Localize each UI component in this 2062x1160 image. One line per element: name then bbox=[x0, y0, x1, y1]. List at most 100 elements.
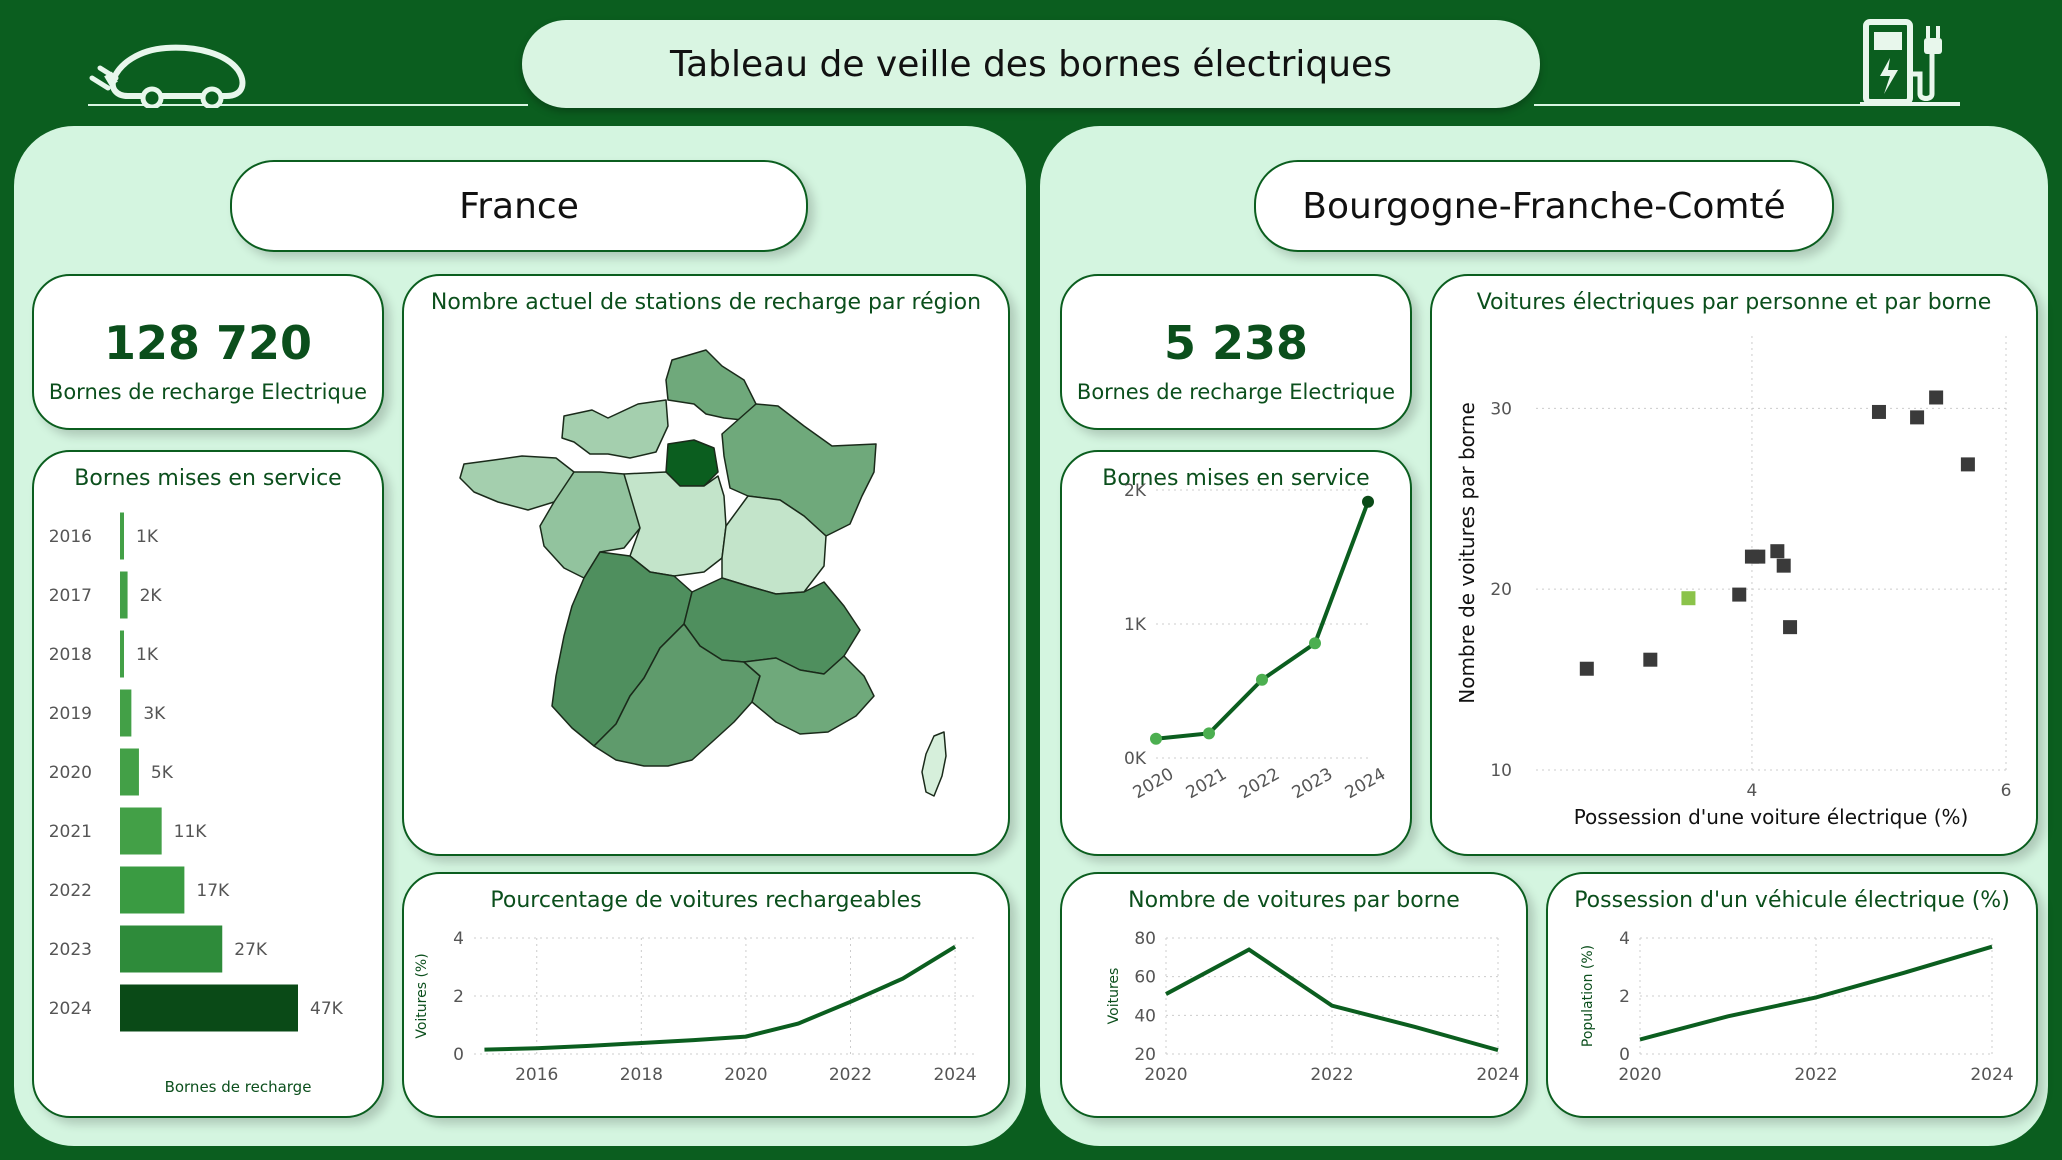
series-line bbox=[484, 944, 957, 1052]
bfc-region-title: Bourgogne-Franche-Comté bbox=[1254, 160, 1834, 252]
data-point bbox=[1309, 637, 1321, 650]
x-tick-label: 2022 bbox=[1236, 764, 1283, 803]
header-line-right bbox=[1534, 104, 1954, 106]
france-pct-card: Pourcentage de voitures rechargeables 0 2… bbox=[402, 872, 1010, 1118]
scatter-point bbox=[1929, 390, 1944, 405]
scatter-point bbox=[1751, 549, 1766, 564]
y-tick-label: 0 bbox=[1619, 1045, 1630, 1065]
bar-data-label: 47K bbox=[310, 999, 344, 1019]
map-region-centre-val-de-loire bbox=[623, 471, 727, 577]
bar bbox=[120, 748, 139, 796]
x-tick-label: 2020 bbox=[1618, 1065, 1661, 1085]
y-tick-label: 1K bbox=[1124, 615, 1147, 635]
scatter-point bbox=[1770, 544, 1785, 559]
bfc-kpi-value: 5 238 bbox=[1163, 316, 1309, 370]
x-tick-label: 2024 bbox=[1970, 1065, 2013, 1085]
x-tick-label: 2023 bbox=[1289, 764, 1336, 803]
y-tick-label: 30 bbox=[1490, 399, 1512, 419]
bar-data-label: 17K bbox=[196, 881, 230, 901]
electric-car-icon bbox=[89, 44, 246, 108]
bar-axis-label: Bornes de recharge bbox=[165, 1078, 312, 1096]
x-tick-label: 2024 bbox=[1342, 764, 1389, 803]
bar bbox=[120, 689, 132, 737]
y-tick-label: 10 bbox=[1490, 761, 1512, 781]
y-axis-label: Voitures bbox=[1106, 968, 1122, 1025]
x-tick-label: 2024 bbox=[933, 1065, 976, 1085]
bar-category-label: 2018 bbox=[49, 645, 92, 665]
france-choropleth-map bbox=[459, 349, 947, 797]
bar-data-label: 1K bbox=[136, 527, 159, 547]
scatter-point bbox=[1783, 620, 1798, 635]
y-tick-label: 4 bbox=[1619, 929, 1630, 949]
france-bornes-title: Bornes mises en service bbox=[74, 466, 342, 491]
data-point bbox=[1203, 727, 1215, 740]
y-tick-label: 0 bbox=[453, 1045, 464, 1065]
x-tick-label: 2022 bbox=[1794, 1065, 1837, 1085]
x-tick-label: 2020 bbox=[724, 1065, 767, 1085]
france-region-title: France bbox=[230, 160, 808, 252]
france-kpi-card: 128 720 Bornes de recharge Electrique bbox=[32, 274, 384, 430]
map-region-grand-est bbox=[721, 403, 877, 537]
bfc-cars-card: Nombre de voitures par borne 20 40 60 80 202… bbox=[1060, 872, 1528, 1118]
bar-data-label: 1K bbox=[136, 645, 159, 665]
scatter-point bbox=[1910, 410, 1925, 425]
y-tick-label: 2 bbox=[1619, 987, 1630, 1007]
scatter-point bbox=[1732, 587, 1747, 602]
map-region-corse bbox=[921, 731, 947, 797]
bar-category-label: 2017 bbox=[49, 586, 92, 606]
france-pct-line-chart: 0 2 4 2016 2018 2020 2022 2024 Voitures (%) bbox=[414, 929, 977, 1085]
bfc-cars-line-chart: 20 40 60 80 2020 2022 2024 Voitures bbox=[1106, 929, 1520, 1085]
y-tick-label: 60 bbox=[1134, 968, 1156, 988]
y-tick-label: 2 bbox=[453, 987, 464, 1007]
y-axis-label: Population (%) bbox=[1580, 945, 1596, 1047]
x-tick-label: 2022 bbox=[1310, 1065, 1353, 1085]
y-tick-label: 4 bbox=[453, 929, 464, 949]
scatter-point bbox=[1643, 652, 1658, 667]
scatter-point bbox=[1579, 661, 1594, 676]
data-point bbox=[1150, 732, 1162, 745]
data-point bbox=[1256, 673, 1268, 686]
scatter-point bbox=[1681, 591, 1696, 606]
map-region-bourgogne-franche-comte bbox=[721, 495, 827, 595]
france-bornes-card: Bornes mises en service 2016 1K 2017 2K 2018… bbox=[32, 450, 384, 1118]
x-tick-label: 4 bbox=[1747, 781, 1758, 801]
bfc-scatter-title: Voitures électriques par personne et par… bbox=[1476, 290, 1992, 315]
x-tick-label: 2016 bbox=[515, 1065, 558, 1085]
x-tick-label: 2020 bbox=[1130, 764, 1177, 803]
series-line bbox=[1155, 501, 1370, 741]
bar-data-label: 11K bbox=[174, 822, 208, 842]
france-map-card: Nombre actuel de stations de recharge pa… bbox=[402, 274, 1010, 856]
map-region-hauts-de-france bbox=[665, 349, 757, 421]
bar-category-label: 2024 bbox=[49, 999, 92, 1019]
map-region-normandie bbox=[561, 399, 669, 459]
france-kpi-label: Bornes de recharge Electrique bbox=[48, 380, 368, 404]
x-tick-label: 2020 bbox=[1144, 1065, 1187, 1085]
bfc-cars-title: Nombre de voitures par borne bbox=[1128, 888, 1460, 913]
bfc-scatter-card: Voitures électriques par personne et par… bbox=[1430, 274, 2038, 856]
bfc-bornes-title: Bornes mises en service bbox=[1102, 466, 1370, 491]
y-tick-label: 80 bbox=[1134, 929, 1156, 949]
france-kpi-value: 128 720 bbox=[103, 316, 313, 370]
x-tick-label: 2022 bbox=[829, 1065, 872, 1085]
bar-category-label: 2020 bbox=[49, 763, 92, 783]
y-tick-label: 20 bbox=[1134, 1045, 1156, 1065]
bar bbox=[120, 571, 128, 619]
data-point bbox=[1362, 495, 1374, 508]
bfc-kpi-label: Bornes de recharge Electrique bbox=[1076, 380, 1396, 404]
x-tick-label: 2024 bbox=[1476, 1065, 1519, 1085]
france-bornes-bar-chart: 2016 1K 2017 2K 2018 1K 2019 3K 2020 5K 2021 11K 202… bbox=[49, 512, 344, 1096]
scatter-point bbox=[1776, 558, 1791, 573]
series-line bbox=[1165, 947, 1499, 1053]
bar bbox=[120, 925, 223, 973]
map-region-paca bbox=[743, 655, 875, 735]
bar bbox=[120, 512, 124, 560]
bar bbox=[120, 984, 298, 1032]
bar bbox=[120, 807, 162, 855]
bar-data-label: 27K bbox=[234, 940, 268, 960]
bar bbox=[120, 866, 185, 914]
header-line-left bbox=[88, 104, 528, 106]
bfc-bornes-card: Bornes mises en service 0K 1K 2K 2020 2021 20… bbox=[1060, 450, 1412, 856]
bfc-scatter-chart: 10 20 30 4 6 Possession d'une voiture électri… bbox=[1455, 336, 2011, 829]
dashboard-title: Tableau de veille des bornes électriques bbox=[522, 20, 1540, 108]
bar-data-label: 2K bbox=[140, 586, 163, 606]
